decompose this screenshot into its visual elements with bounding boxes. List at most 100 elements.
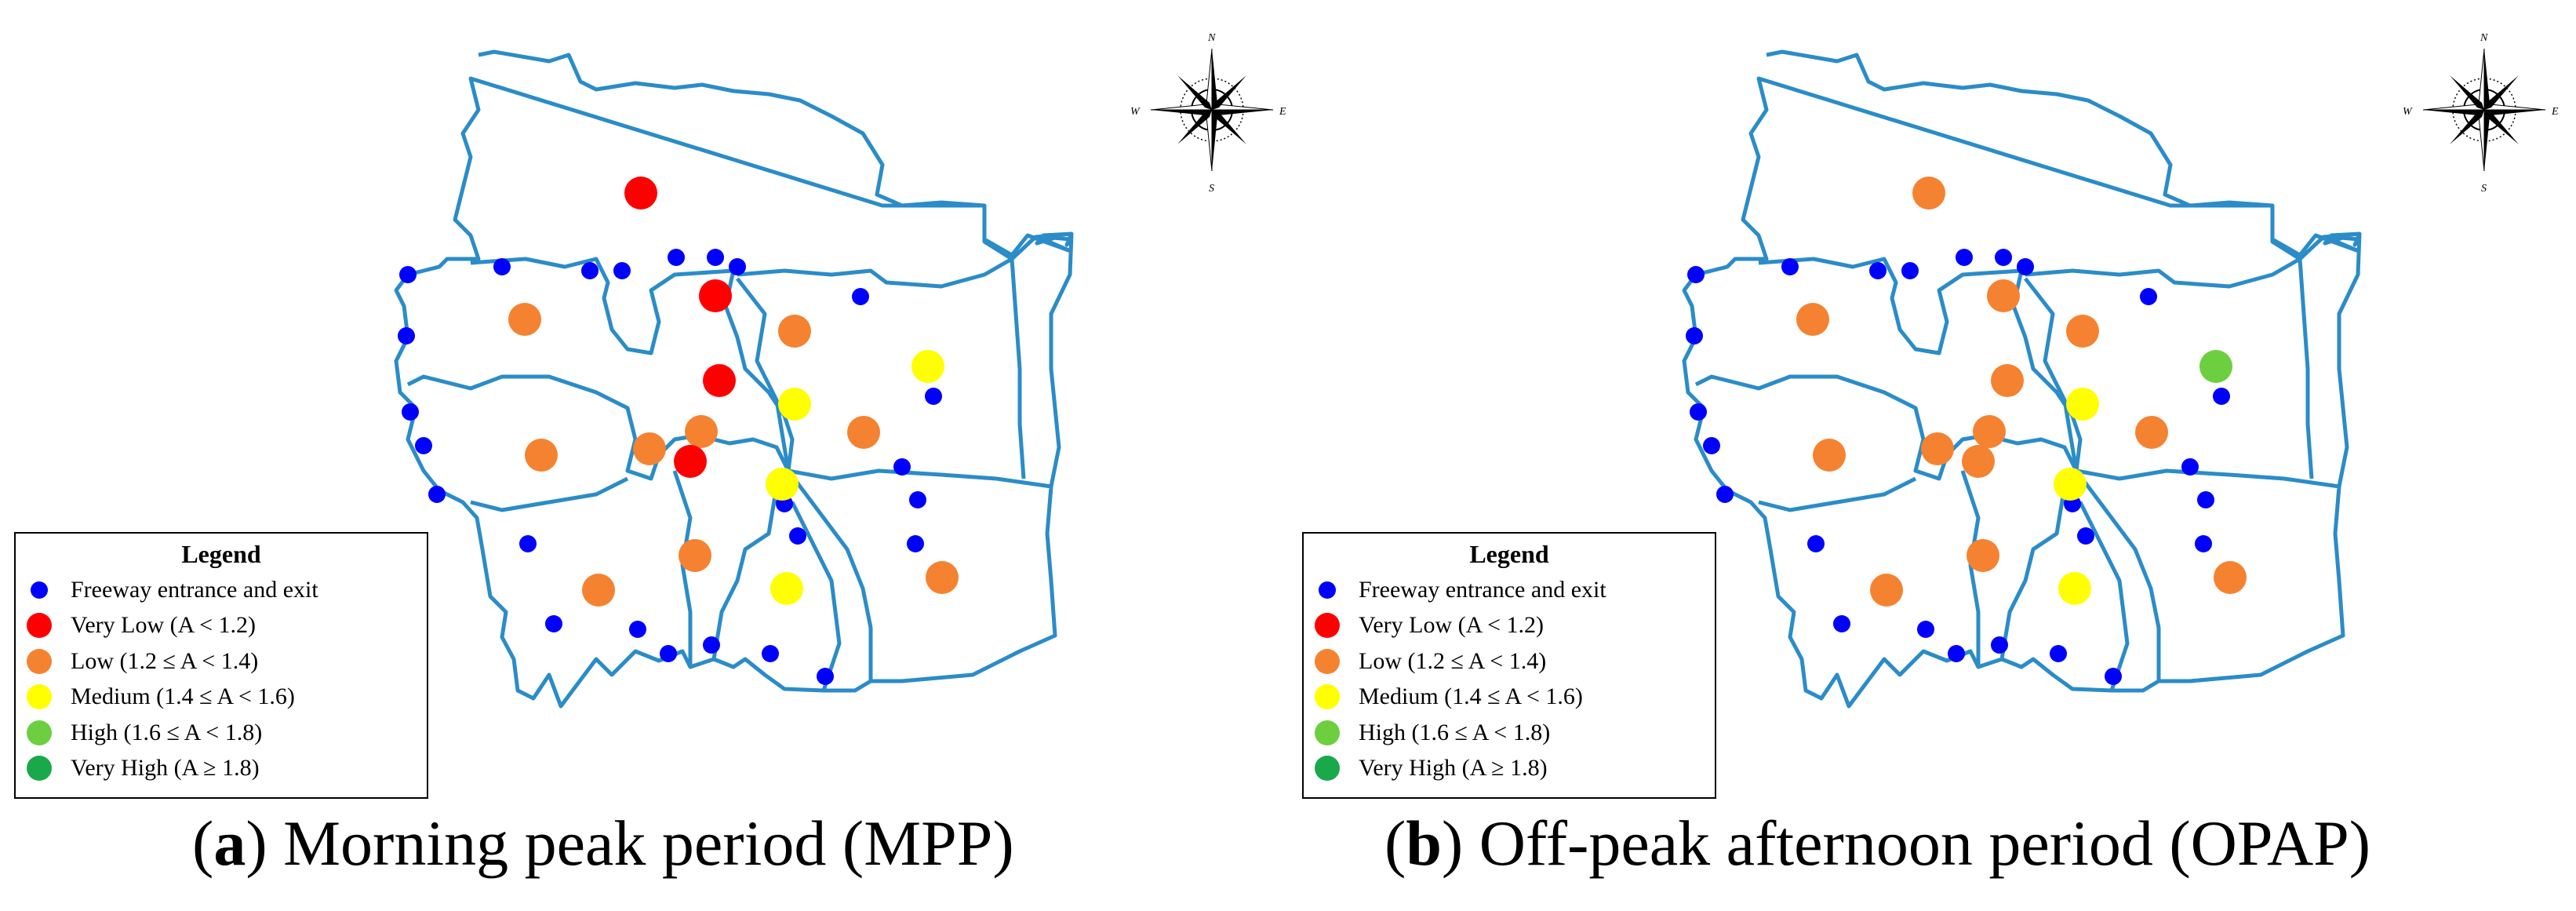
freeway-point [1917, 621, 1934, 638]
compass-south-label: S [1209, 183, 1214, 195]
map-panel-b: N S W E [1684, 32, 2559, 706]
compass-east-label: E [2551, 106, 2559, 118]
zone-marker-medium [2054, 468, 2087, 501]
zone-marker-medium [770, 572, 803, 605]
compass-north-label: N [2480, 32, 2488, 44]
freeway-point [398, 327, 415, 344]
caption-panel-b: (b) Off-peak afternoon period (OPAP) [1384, 807, 2371, 879]
zone-marker-low [685, 415, 718, 448]
legend-item-very-low: Very Low (A < 1.2) [16, 608, 427, 644]
zone-marker-low [926, 561, 959, 594]
zone-marker-low [1813, 439, 1846, 472]
legend-label: Low (1.2 ≤ A < 1.4) [1359, 647, 1547, 674]
legend-swatch-icon [1315, 613, 1340, 639]
legend-swatch-icon [27, 684, 52, 710]
map-panel-a: N S W E [396, 32, 1286, 706]
legend-rows: Freeway entrance and exit Very Low (A < 1… [1304, 572, 1715, 786]
zone-marker-low [778, 315, 811, 348]
freeway-point [1781, 258, 1799, 275]
freeway-point [909, 491, 926, 508]
freeway-point [1956, 249, 1973, 266]
legend-item-low: Low (1.2 ≤ A < 1.4) [1304, 643, 1715, 680]
legend-label: Very Low (A < 1.2) [71, 612, 257, 639]
zone-marker-low [508, 303, 541, 336]
freeway-point [428, 486, 446, 503]
zone-marker-medium [2058, 572, 2091, 605]
legend-item-high: High (1.6 ≤ A < 1.8) [16, 715, 427, 751]
zone-marker-low [582, 574, 615, 607]
freeway-points [398, 249, 942, 685]
legend-title: Legend [1469, 540, 1549, 568]
zone-marker-low [1962, 445, 1995, 478]
zone-marker-low [1991, 364, 2024, 397]
freeway-point [1687, 266, 1705, 283]
zone-marker-low [2214, 561, 2247, 594]
freeway-point [893, 458, 911, 476]
legend-swatch-icon [1315, 684, 1340, 710]
compass-rose-icon: N S W E [1130, 32, 1286, 195]
freeway-point [2050, 645, 2067, 662]
zone-marker-low [2135, 416, 2168, 449]
freeway-point [729, 258, 746, 275]
legend-label: Medium (1.4 ≤ A < 1.6) [1359, 683, 1583, 710]
freeway-point [1901, 262, 1919, 279]
freeway-point [1995, 249, 2012, 266]
freeway-point [1686, 327, 1703, 344]
compass-east-label: E [1279, 106, 1286, 118]
legend-item-medium: Medium (1.4 ≤ A < 1.6) [1304, 680, 1715, 716]
freeway-point [2213, 388, 2230, 405]
legend-label: Freeway entrance and exit [1359, 576, 1606, 603]
zone-marker-low [1912, 177, 1945, 210]
freeway-point [519, 535, 537, 552]
freeway-point [399, 266, 417, 283]
legend-title: Legend [181, 540, 261, 568]
compass-west-label: W [2403, 106, 2413, 118]
legend-item-medium: Medium (1.4 ≤ A < 1.6) [16, 680, 427, 716]
legend-item-high: High (1.6 ≤ A < 1.8) [1304, 715, 1715, 751]
zone-marker-very-low [699, 279, 732, 312]
freeway-points [1686, 249, 2230, 685]
zone-marker-low [525, 439, 558, 472]
accessibility-zones [508, 177, 959, 607]
compass-north-label: N [1207, 32, 1216, 44]
legend-item-very-high: Very High (A ≥ 1.8) [16, 751, 427, 787]
freeway-point [660, 645, 677, 662]
legend-label: High (1.6 ≤ A < 1.8) [1359, 719, 1551, 745]
freeway-point [613, 262, 631, 279]
freeway-point [581, 262, 599, 279]
freeway-point [789, 527, 806, 545]
freeway-point [1991, 636, 2008, 654]
freeway-point [668, 249, 685, 266]
legend-label: High (1.6 ≤ A < 1.8) [71, 719, 263, 745]
legend-rows: Freeway entrance and exit Very Low (A < 1… [16, 572, 427, 786]
zone-marker-low [847, 416, 880, 449]
freeway-point [1948, 645, 1965, 662]
freeway-point [1690, 403, 1707, 421]
caption-text: Off-peak afternoon period (OPAP) [1463, 807, 2371, 879]
compass-rose-icon: N S W E [2403, 32, 2559, 195]
freeway-point [402, 403, 419, 421]
caption-text: Morning peak period (MPP) [267, 807, 1014, 879]
freeway-point [2017, 258, 2034, 275]
zone-marker-medium [778, 388, 811, 421]
zone-marker-medium [911, 350, 944, 383]
legend-label: Low (1.2 ≤ A < 1.4) [71, 647, 259, 674]
legend-swatch-icon [27, 648, 52, 674]
freeway-point [629, 621, 646, 638]
freeway-point [1807, 535, 1825, 552]
zone-marker-low [1921, 432, 1954, 465]
freeway-point [2197, 491, 2214, 508]
legend-swatch-icon [31, 581, 48, 599]
legend-label: Very Low (A < 1.2) [1359, 612, 1545, 639]
freeway-point [907, 535, 924, 552]
freeway-point [2105, 668, 2122, 685]
freeway-point [415, 437, 432, 454]
caption-letter: a [213, 807, 246, 879]
zone-marker-medium [2066, 388, 2099, 421]
zone-marker-very-low [703, 364, 736, 397]
zone-marker-low [1973, 415, 2006, 448]
freeway-point [1833, 615, 1850, 632]
legend-swatch-icon [1315, 756, 1340, 782]
zone-marker-low [679, 539, 711, 572]
